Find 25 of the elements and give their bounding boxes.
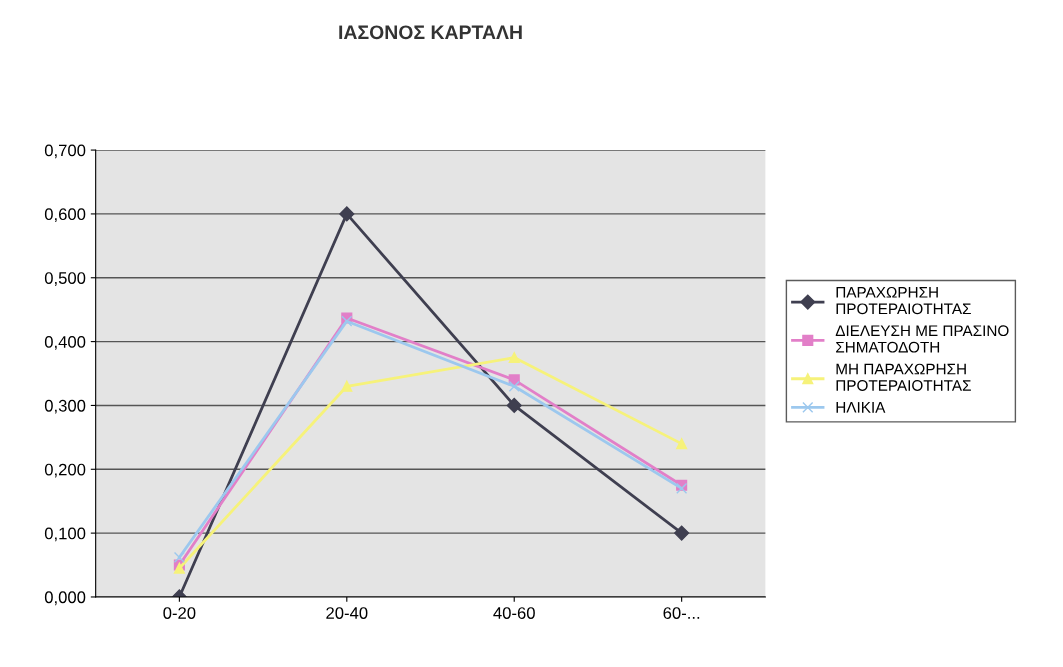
point (508, 352, 520, 364)
x-tick-label: 60-... (663, 607, 700, 619)
y-tick-label: 0,700 (44, 144, 86, 159)
y-tick-label: 0,200 (44, 463, 86, 478)
point (676, 438, 688, 450)
point (674, 525, 690, 541)
legend-label: ΜΗ ΠΑΡΑΧΩΡΗΣΗ ΠΡΟΤΕΡΑΙΟΤΗΤΑΣ (836, 363, 971, 391)
point (339, 206, 355, 222)
y-tick-label: 0,000 (44, 591, 86, 606)
y-tick-label: 0,100 (44, 527, 86, 542)
legend-label: ΠΑΡΑΧΩΡΗΣΗ ΠΡΟΤΕΡΑΙΟΤΗΤΑΣ (836, 286, 971, 315)
x-tick-label: 40-60 (493, 607, 535, 619)
y-tick-label: 0,300 (44, 399, 86, 414)
point (506, 397, 522, 414)
legend-label: ΗΛΙΚΙΑ (836, 402, 886, 413)
x-tick-label: 0-20 (163, 607, 196, 619)
y-tick-label: 0,500 (44, 272, 86, 286)
legend-label: ΔΙΕΛΕΥΣΗ ΜΕ ΠΡΑΣΙΝΟ ΣΗΜΑΤΟΔΟΤΗ (835, 325, 1009, 353)
y-tick-label: 0,600 (44, 208, 86, 223)
x-tick-label: 20-40 (326, 607, 368, 619)
chart-title: ΙΑΣΟΝΟΣ ΚΑΡΤΑΛΗ (339, 25, 522, 40)
point (508, 380, 520, 392)
y-tick-label: 0,400 (44, 336, 86, 350)
point (341, 380, 353, 392)
point (173, 551, 185, 563)
